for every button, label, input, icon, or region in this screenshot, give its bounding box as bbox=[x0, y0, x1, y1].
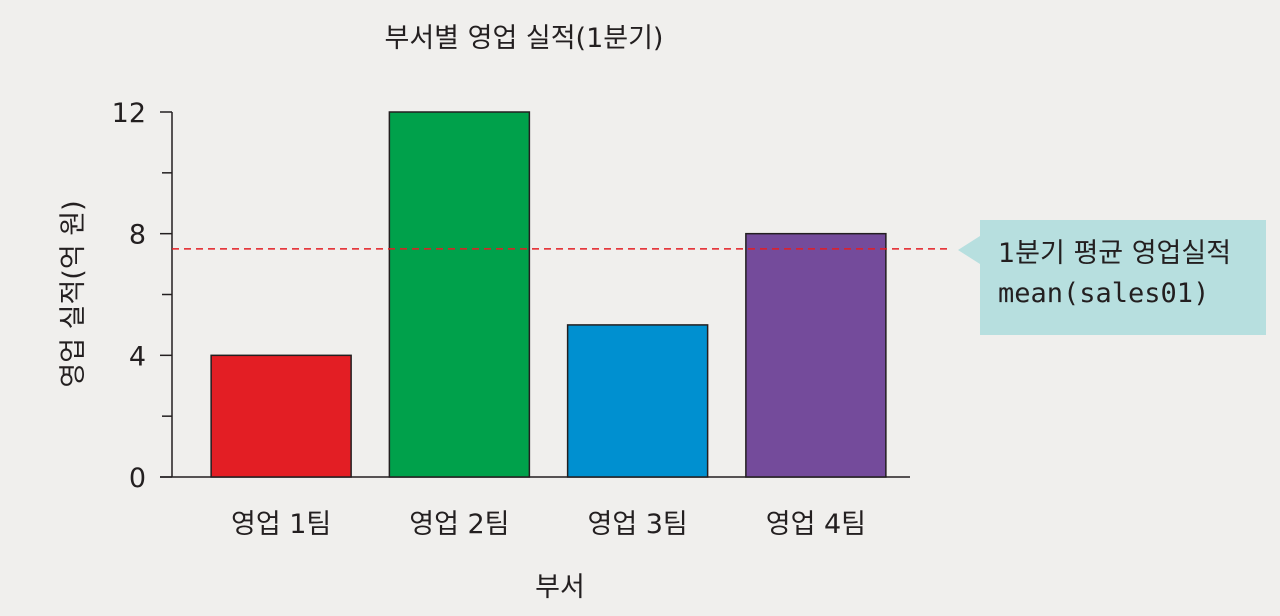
y-tick-label: 4 bbox=[129, 341, 146, 372]
bar-2 bbox=[388, 111, 531, 478]
y-tick-label: 0 bbox=[129, 463, 146, 494]
x-tick-label: 영업 2팀 bbox=[409, 509, 509, 540]
annotation-line2: mean(sales01) bbox=[998, 278, 1210, 309]
y-axis-label: 영업 실적(억 원) bbox=[58, 200, 89, 387]
x-axis-label: 부서 bbox=[535, 572, 585, 603]
mean-annotation-callout: 1분기 평균 영업실적 mean(sales01) bbox=[958, 220, 1266, 335]
x-tick-label: 영업 1팀 bbox=[231, 509, 331, 540]
x-tick-label: 영업 4팀 bbox=[766, 509, 866, 540]
x-tick-label: 영업 3팀 bbox=[587, 509, 687, 540]
y-tick-label: 12 bbox=[112, 98, 146, 129]
bar-4 bbox=[745, 232, 887, 478]
y-tick-label: 8 bbox=[129, 220, 146, 251]
chart-title: 부서별 영업 실적(1분기) bbox=[385, 23, 664, 54]
x-tick-labels: 영업 1팀 영업 2팀 영업 3팀 영업 4팀 bbox=[231, 509, 866, 540]
bars bbox=[210, 111, 887, 478]
bar-3 bbox=[566, 324, 709, 478]
bar-1 bbox=[210, 354, 352, 478]
annotation-line1: 1분기 평균 영업실적 bbox=[998, 238, 1232, 269]
